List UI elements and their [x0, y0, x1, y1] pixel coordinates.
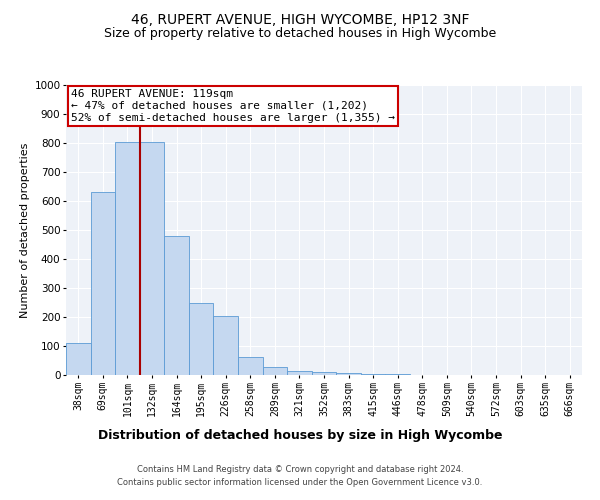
- Bar: [214, 316, 238, 375]
- Bar: [189, 303, 214, 375]
- Bar: [66, 343, 91, 375]
- Text: Distribution of detached houses by size in High Wycombe: Distribution of detached houses by size …: [98, 428, 502, 442]
- Y-axis label: Number of detached properties: Number of detached properties: [20, 142, 30, 318]
- Bar: [164, 236, 189, 375]
- Bar: [115, 142, 140, 375]
- Bar: [336, 372, 361, 375]
- Text: 46, RUPERT AVENUE, HIGH WYCOMBE, HP12 3NF: 46, RUPERT AVENUE, HIGH WYCOMBE, HP12 3N…: [131, 12, 469, 26]
- Bar: [140, 142, 164, 375]
- Bar: [361, 374, 385, 375]
- Text: 46 RUPERT AVENUE: 119sqm
← 47% of detached houses are smaller (1,202)
52% of sem: 46 RUPERT AVENUE: 119sqm ← 47% of detach…: [71, 90, 395, 122]
- Bar: [287, 370, 312, 375]
- Text: Contains HM Land Registry data © Crown copyright and database right 2024.: Contains HM Land Registry data © Crown c…: [137, 464, 463, 473]
- Text: Contains public sector information licensed under the Open Government Licence v3: Contains public sector information licen…: [118, 478, 482, 487]
- Bar: [263, 367, 287, 375]
- Bar: [238, 356, 263, 375]
- Bar: [91, 192, 115, 375]
- Text: Size of property relative to detached houses in High Wycombe: Size of property relative to detached ho…: [104, 28, 496, 40]
- Bar: [312, 372, 336, 375]
- Bar: [385, 374, 410, 375]
